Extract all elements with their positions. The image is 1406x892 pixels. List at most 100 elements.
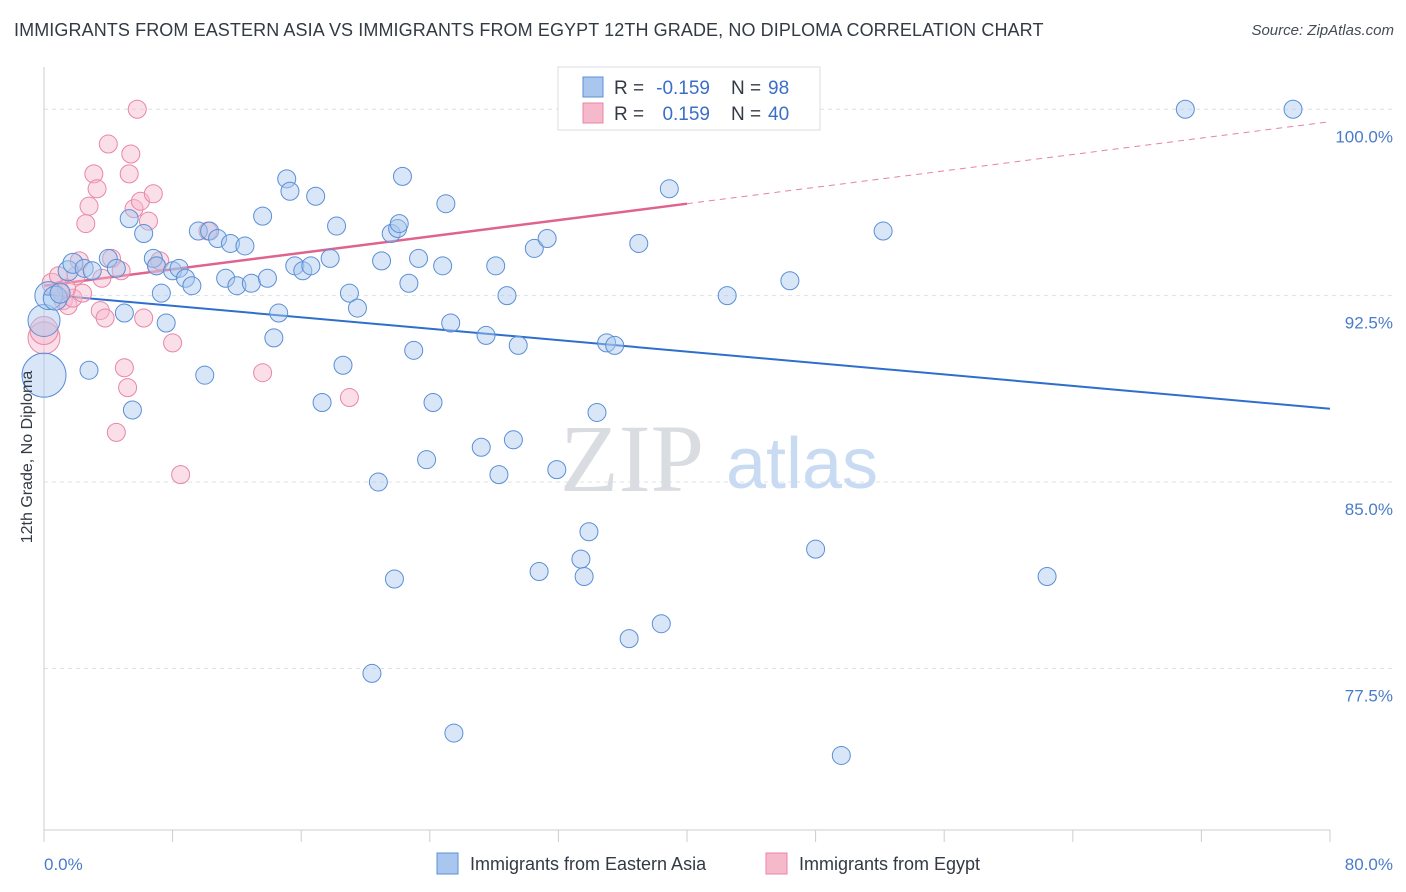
point-eastern-asia-59 — [423, 393, 443, 413]
point-eastern-asia-14 — [122, 400, 142, 420]
chart-title: IMMIGRANTS FROM EASTERN ASIA VS IMMIGRAN… — [14, 20, 1044, 40]
point-eastern-asia-55 — [399, 273, 419, 293]
point-eastern-asia-58 — [417, 450, 437, 470]
legend-n-value-2: 40 — [768, 104, 789, 125]
point-eastern-asia-10 — [98, 248, 118, 268]
point-eastern-asia-80 — [605, 335, 625, 355]
point-eastern-asia-73 — [537, 228, 557, 248]
point-egypt-20 — [119, 164, 139, 184]
point-eastern-asia-46 — [333, 355, 353, 375]
x-tick-label-0: 0.0% — [44, 855, 83, 874]
point-eastern-asia-60 — [433, 256, 453, 276]
legend-n-label-1: N = — [731, 78, 761, 99]
point-eastern-asia-42 — [306, 186, 326, 206]
point-eastern-asia-64 — [471, 437, 491, 457]
watermark-zip: ZIP — [560, 405, 704, 512]
point-egypt-9 — [76, 214, 96, 234]
point-egypt-27 — [143, 184, 163, 204]
trend-line-egypt-dashed — [686, 121, 1331, 205]
point-egypt-22 — [124, 199, 144, 219]
point-eastern-asia-91 — [873, 221, 893, 241]
bottom-legend-swatch-blue — [436, 852, 459, 875]
chart-source: Source: ZipAtlas.com — [1251, 22, 1394, 39]
point-eastern-asia-93 — [1037, 566, 1057, 586]
point-eastern-asia-36 — [269, 303, 289, 323]
point-eastern-asia-72 — [529, 562, 549, 582]
point-eastern-asia-22 — [175, 268, 195, 288]
point-eastern-asia-79 — [597, 333, 617, 353]
point-eastern-asia-84 — [651, 614, 671, 634]
legend-swatch-pink — [582, 102, 604, 124]
legend-r-label-1: R = — [614, 78, 644, 99]
point-eastern-asia-15 — [134, 224, 154, 244]
point-eastern-asia-66 — [486, 256, 506, 276]
point-egypt-33 — [253, 363, 273, 383]
point-egypt-10 — [79, 196, 99, 216]
point-eastern-asia-43 — [312, 393, 332, 413]
point-eastern-asia-65 — [476, 325, 496, 345]
point-eastern-asia-7 — [74, 258, 94, 278]
point-eastern-asia-70 — [508, 335, 528, 355]
point-eastern-asia-28 — [216, 268, 236, 288]
point-eastern-asia-31 — [235, 236, 255, 256]
point-eastern-asia-78 — [587, 402, 607, 422]
legend: R = -0.159 N = 98 R = 0.159 N = 40 — [557, 66, 821, 131]
point-eastern-asia-9 — [82, 261, 102, 281]
point-eastern-asia-25 — [195, 365, 215, 385]
point-egypt-34 — [339, 388, 359, 408]
point-eastern-asia-23 — [182, 276, 202, 296]
point-eastern-asia-32 — [241, 273, 261, 293]
point-eastern-asia-19 — [156, 313, 176, 333]
point-eastern-asia-50 — [368, 472, 388, 492]
point-eastern-asia-54 — [392, 166, 412, 186]
trend-line-eastern-asia — [43, 293, 1331, 410]
legend-r-value-2: 0.159 — [662, 104, 710, 125]
y-tick-label-0: 100.0% — [1335, 127, 1393, 146]
point-eastern-asia-94 — [1175, 99, 1195, 119]
point-egypt-31 — [171, 465, 191, 485]
point-egypt-11 — [84, 164, 104, 184]
tick-labels: 100.0% 92.5% 85.0% 77.5% 0.0% 80.0% — [44, 127, 1393, 874]
point-eastern-asia-95 — [1283, 99, 1303, 119]
point-egypt-30 — [163, 333, 183, 353]
bottom-legend-swatch-pink — [765, 852, 788, 875]
point-eastern-asia-82 — [629, 233, 649, 253]
point-eastern-asia-27 — [208, 228, 228, 248]
point-egypt-19 — [118, 378, 138, 398]
point-eastern-asia-90 — [831, 745, 851, 765]
point-eastern-asia-3 — [42, 285, 68, 311]
point-eastern-asia-26 — [200, 221, 220, 241]
y-tick-label-2: 85.0% — [1345, 500, 1393, 519]
point-eastern-asia-13 — [119, 209, 139, 229]
trend-lines — [43, 121, 1331, 410]
point-egypt-0 — [27, 321, 61, 355]
point-egypt-37 — [92, 268, 112, 288]
point-eastern-asia-85 — [659, 179, 679, 199]
point-eastern-asia-11 — [106, 258, 126, 278]
point-eastern-asia-68 — [497, 286, 517, 306]
point-eastern-asia-76 — [574, 566, 594, 586]
legend-r-value-1: -0.159 — [656, 78, 710, 99]
point-eastern-asia-33 — [253, 206, 273, 226]
axes — [43, 67, 1331, 842]
bottom-legend: Immigrants from Eastern Asia Immigrants … — [436, 852, 980, 875]
y-axis-label: 12th Grade, No Diploma — [19, 371, 36, 544]
y-tick-label-3: 77.5% — [1345, 686, 1393, 705]
point-eastern-asia-35 — [264, 328, 284, 348]
eastern-asia-points — [21, 99, 1303, 765]
point-eastern-asia-30 — [227, 276, 247, 296]
egypt-points — [27, 99, 359, 485]
point-eastern-asia-47 — [339, 283, 359, 303]
point-eastern-asia-21 — [169, 258, 189, 278]
point-eastern-asia-52 — [381, 224, 401, 244]
point-eastern-asia-38 — [280, 181, 300, 201]
point-egypt-26 — [138, 211, 158, 231]
point-eastern-asia-51 — [372, 251, 392, 271]
point-eastern-asia-45 — [327, 216, 347, 236]
point-eastern-asia-75 — [571, 549, 591, 569]
point-eastern-asia-37 — [277, 169, 297, 189]
point-eastern-asia-6 — [62, 252, 84, 274]
point-eastern-asia-89 — [806, 539, 826, 559]
point-egypt-16 — [106, 422, 126, 442]
legend-n-label-2: N = — [731, 104, 761, 125]
